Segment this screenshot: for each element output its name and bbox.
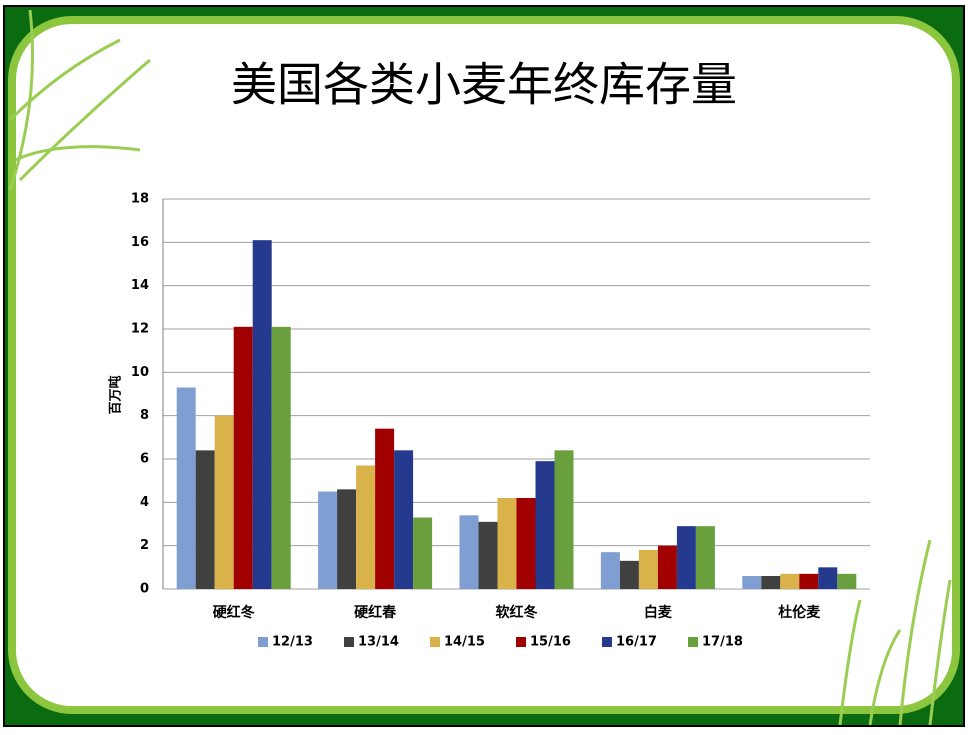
bar bbox=[837, 573, 857, 589]
legend-swatch bbox=[344, 637, 354, 647]
bar bbox=[818, 567, 838, 589]
legend-label: 17/18 bbox=[702, 635, 743, 650]
bar bbox=[657, 545, 677, 589]
bar bbox=[318, 491, 338, 589]
bar bbox=[676, 526, 696, 589]
bar bbox=[176, 387, 196, 589]
wheat-decoration bbox=[8, 9, 952, 726]
bar bbox=[394, 450, 414, 589]
bar bbox=[619, 560, 639, 589]
legend-swatch bbox=[602, 637, 612, 647]
y-tick-label: 4 bbox=[140, 495, 149, 510]
legend-swatch bbox=[258, 637, 268, 647]
x-tick-label: 硬红冬 bbox=[213, 604, 255, 621]
y-tick-label: 14 bbox=[131, 278, 149, 293]
bar bbox=[413, 517, 433, 589]
bar bbox=[516, 498, 536, 589]
bar bbox=[638, 550, 658, 589]
y-axis-label: 百万吨 bbox=[108, 375, 124, 414]
bar bbox=[214, 415, 234, 589]
bar bbox=[337, 489, 357, 589]
bar bbox=[695, 526, 715, 589]
bar bbox=[799, 573, 819, 589]
bar bbox=[195, 450, 215, 589]
bar bbox=[761, 576, 781, 589]
bar bbox=[459, 515, 479, 589]
y-tick-label: 0 bbox=[140, 582, 149, 597]
legend-swatch bbox=[516, 637, 526, 647]
bar bbox=[233, 326, 253, 589]
legend-label: 16/17 bbox=[616, 635, 657, 650]
x-tick-label: 杜伦麦 bbox=[778, 604, 821, 621]
legend-label: 15/16 bbox=[530, 635, 571, 650]
bar bbox=[497, 498, 517, 589]
bar bbox=[375, 428, 395, 589]
bar bbox=[271, 326, 291, 589]
y-tick-label: 16 bbox=[131, 235, 149, 250]
y-tick-label: 6 bbox=[140, 452, 149, 467]
bar bbox=[600, 552, 620, 589]
bar bbox=[554, 450, 574, 589]
bar bbox=[478, 521, 498, 589]
bar bbox=[780, 573, 800, 589]
x-tick-label: 硬红春 bbox=[354, 604, 397, 621]
bar bbox=[742, 576, 762, 589]
legend-label: 14/15 bbox=[444, 635, 485, 650]
x-tick-label: 白麦 bbox=[644, 604, 673, 621]
legend-swatch bbox=[430, 637, 440, 647]
bar bbox=[356, 465, 376, 589]
bar bbox=[252, 240, 272, 589]
y-tick-label: 12 bbox=[131, 322, 149, 337]
legend-swatch bbox=[688, 637, 698, 647]
chart-title: 美国各类小麦年终库存量 bbox=[231, 58, 737, 112]
y-tick-label: 2 bbox=[140, 538, 149, 553]
bar bbox=[535, 461, 555, 589]
y-tick-label: 10 bbox=[131, 365, 149, 380]
y-tick-label: 8 bbox=[140, 408, 149, 423]
legend-label: 13/14 bbox=[358, 635, 399, 650]
x-tick-label: 软红冬 bbox=[496, 604, 538, 621]
legend-label: 12/13 bbox=[272, 635, 313, 650]
y-tick-label: 18 bbox=[131, 192, 149, 207]
